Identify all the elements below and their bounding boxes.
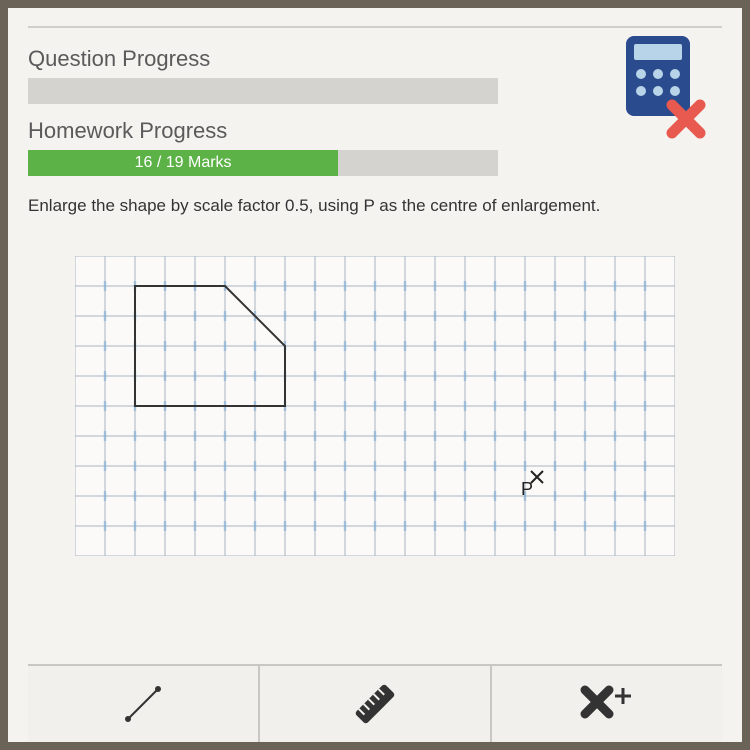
toolbar bbox=[28, 664, 722, 742]
app-screen: Question Progress Homework Progress 16 /… bbox=[8, 8, 742, 742]
cross-icon bbox=[664, 97, 708, 141]
question-progress-label: Question Progress bbox=[28, 46, 722, 72]
grid-canvas[interactable]: P bbox=[75, 256, 675, 556]
question-progress-section: Question Progress bbox=[28, 46, 722, 104]
top-divider bbox=[28, 26, 722, 28]
question-text: Enlarge the shape by scale factor 0.5, u… bbox=[28, 196, 722, 216]
marker-tool-button[interactable] bbox=[492, 666, 722, 742]
homework-progress-bar: 16 / 19 Marks bbox=[28, 150, 498, 176]
ruler-icon bbox=[348, 677, 402, 731]
drawing-grid-area[interactable]: P bbox=[28, 256, 722, 556]
marker-icon bbox=[579, 682, 635, 726]
question-progress-bar bbox=[28, 78, 498, 104]
homework-progress-label: Homework Progress bbox=[28, 118, 722, 144]
ruler-tool-button[interactable] bbox=[260, 666, 492, 742]
calculator-icon[interactable] bbox=[622, 36, 694, 129]
homework-progress-section: Homework Progress 16 / 19 Marks bbox=[28, 118, 722, 176]
homework-progress-fill: 16 / 19 Marks bbox=[28, 150, 338, 176]
line-tool-button[interactable] bbox=[28, 666, 260, 742]
line-icon bbox=[118, 679, 168, 729]
